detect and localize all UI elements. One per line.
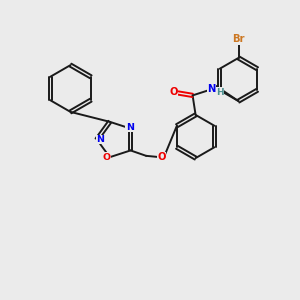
Text: O: O xyxy=(102,153,110,162)
Text: H: H xyxy=(216,88,224,97)
Text: O: O xyxy=(169,87,178,97)
Text: N: N xyxy=(97,135,104,144)
Text: Br: Br xyxy=(232,34,245,44)
Text: O: O xyxy=(158,152,166,162)
Text: N: N xyxy=(208,84,216,94)
Text: N: N xyxy=(126,123,134,132)
